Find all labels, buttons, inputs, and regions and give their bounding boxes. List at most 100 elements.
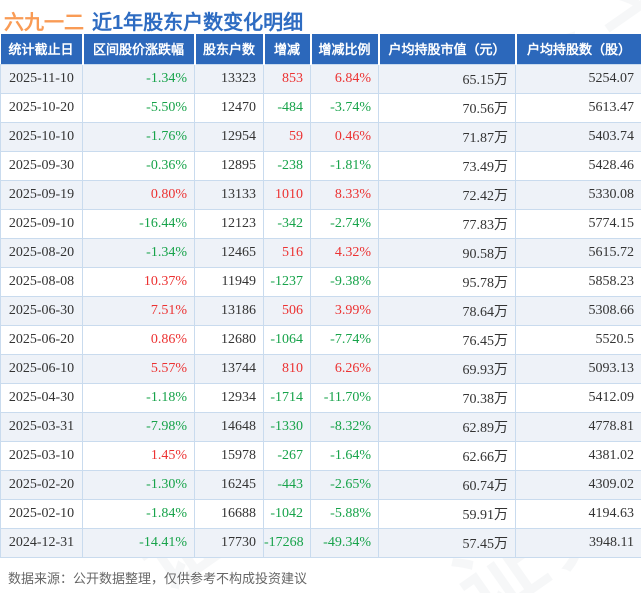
table-row: 2025-02-10 -1.84% 16688 -1042 -5.88% 59.91万 41… [0,498,641,529]
cell-price-change: -5.50% [82,92,195,123]
cell-change-pct: -3.74% [310,92,379,123]
cell-change: 1010 [263,179,311,210]
cell-avg-shares: 5520.5 [515,324,641,355]
cell-change: 810 [263,353,311,384]
table-row: 2025-06-20 0.86% 12680 -1064 -7.74% 76.45万 552… [0,324,641,355]
cell-avg-market-value: 62.66万 [378,440,516,471]
table-row: 2025-03-31 -7.98% 14648 -1330 -8.32% 62.89万 47… [0,411,641,442]
cell-price-change: 10.37% [82,266,195,297]
cell-change: -1042 [263,498,311,529]
cell-holders: 13323 [194,63,264,94]
table-row: 2025-02-20 -1.30% 16245 -443 -2.65% 60.74万 430… [0,469,641,500]
cell-change-pct: -7.74% [310,324,379,355]
cell-date: 2025-08-08 [0,266,83,297]
cell-avg-market-value: 73.49万 [378,150,516,181]
cell-avg-market-value: 59.91万 [378,498,516,529]
cell-avg-market-value: 70.56万 [378,92,516,123]
cell-price-change: 0.80% [82,179,195,210]
cell-date: 2025-10-10 [0,121,83,152]
cell-date: 2025-08-20 [0,237,83,268]
header-change-pct: 增减比例 [309,34,379,64]
cell-date: 2025-02-20 [0,469,83,500]
cell-avg-shares: 5254.07 [515,63,641,94]
cell-change-pct: -2.74% [310,208,379,239]
cell-change: -17268 [263,527,311,558]
cell-change-pct: 8.33% [310,179,379,210]
cell-avg-shares: 5412.09 [515,382,641,413]
cell-avg-shares: 5308.66 [515,295,641,326]
cell-change-pct: -1.81% [310,150,379,181]
header-date: 统计截止日 [0,34,83,64]
cell-price-change: -1.30% [82,469,195,500]
cell-avg-shares: 5613.47 [515,92,641,123]
cell-avg-shares: 4778.81 [515,411,641,442]
cell-price-change: -14.41% [82,527,195,558]
table-row: 2025-11-10 -1.34% 13323 853 6.84% 65.15万 5254.… [0,63,641,94]
table-row: 2025-06-10 5.57% 13744 810 6.26% 69.93万 5093.1… [0,353,641,384]
cell-price-change: -1.34% [82,237,195,268]
table-row: 2025-10-10 -1.76% 12954 59 0.46% 71.87万 5403.7… [0,121,641,152]
cell-change-pct: -1.64% [310,440,379,471]
cell-holders: 15978 [194,440,264,471]
cell-change-pct: 6.26% [310,353,379,384]
cell-date: 2025-06-20 [0,324,83,355]
cell-date: 2025-03-31 [0,411,83,442]
cell-holders: 17730 [194,527,264,558]
cell-holders: 13744 [194,353,264,384]
cell-holders: 12954 [194,121,264,152]
cell-avg-market-value: 77.83万 [378,208,516,239]
cell-avg-shares: 3948.11 [515,527,641,558]
cell-change-pct: -11.70% [310,382,379,413]
cell-holders: 11949 [194,266,264,297]
table-row: 2024-12-31 -14.41% 17730 -17268 -49.34% 57.45… [0,527,641,558]
cell-price-change: -1.18% [82,382,195,413]
cell-change-pct: -2.65% [310,469,379,500]
cell-price-change: -0.36% [82,150,195,181]
cell-avg-shares: 4381.02 [515,440,641,471]
cell-change: -267 [263,440,311,471]
cell-avg-market-value: 76.45万 [378,324,516,355]
cell-holders: 12470 [194,92,264,123]
cell-price-change: 5.57% [82,353,195,384]
cell-avg-shares: 4194.63 [515,498,641,529]
cell-avg-shares: 5774.15 [515,208,641,239]
cell-avg-market-value: 90.58万 [378,237,516,268]
cell-change: -238 [263,150,311,181]
cell-change-pct: 3.99% [310,295,379,326]
cell-avg-market-value: 65.15万 [378,63,516,94]
cell-avg-market-value: 70.38万 [378,382,516,413]
cell-price-change: -1.84% [82,498,195,529]
cell-holders: 12895 [194,150,264,181]
cell-change-pct: 6.84% [310,63,379,94]
cell-price-change: -1.34% [82,63,195,94]
table-header-row: 统计截止日 区间股价涨跌幅 股东户数 增减 增减比例 户均持股市值（元） 户均持股数（股） [0,34,641,64]
cell-change: 516 [263,237,311,268]
cell-avg-market-value: 69.93万 [378,353,516,384]
cell-change: -1237 [263,266,311,297]
cell-holders: 16245 [194,469,264,500]
cell-avg-shares: 4309.02 [515,469,641,500]
header-price-change: 区间股价涨跌幅 [81,34,195,64]
cell-change: -1714 [263,382,311,413]
cell-avg-market-value: 62.89万 [378,411,516,442]
cell-holders: 16688 [194,498,264,529]
cell-change: -342 [263,208,311,239]
cell-price-change: 1.45% [82,440,195,471]
table-row: 2025-09-30 -0.36% 12895 -238 -1.81% 73.49万 542… [0,150,641,181]
cell-avg-shares: 5615.72 [515,237,641,268]
cell-date: 2025-09-30 [0,150,83,181]
page-title: 六九一二 近1年股东户数变化明细 [0,0,641,34]
cell-date: 2025-06-10 [0,353,83,384]
cell-change: -1330 [263,411,311,442]
data-source-note: 数据来源：公开数据整理，仅供参考不构成投资建议 [8,570,308,586]
cell-holders: 12934 [194,382,264,413]
table-row: 2025-08-08 10.37% 11949 -1237 -9.38% 95.78万 58… [0,266,641,297]
cell-change-pct: 4.32% [310,237,379,268]
cell-change-pct: -9.38% [310,266,379,297]
cell-holders: 14648 [194,411,264,442]
cell-change: -484 [263,92,311,123]
cell-date: 2025-10-20 [0,92,83,123]
table-row: 2025-09-10 -16.44% 12123 -342 -2.74% 77.83万 57… [0,208,641,239]
stock-name: 六九一二 [4,12,84,34]
